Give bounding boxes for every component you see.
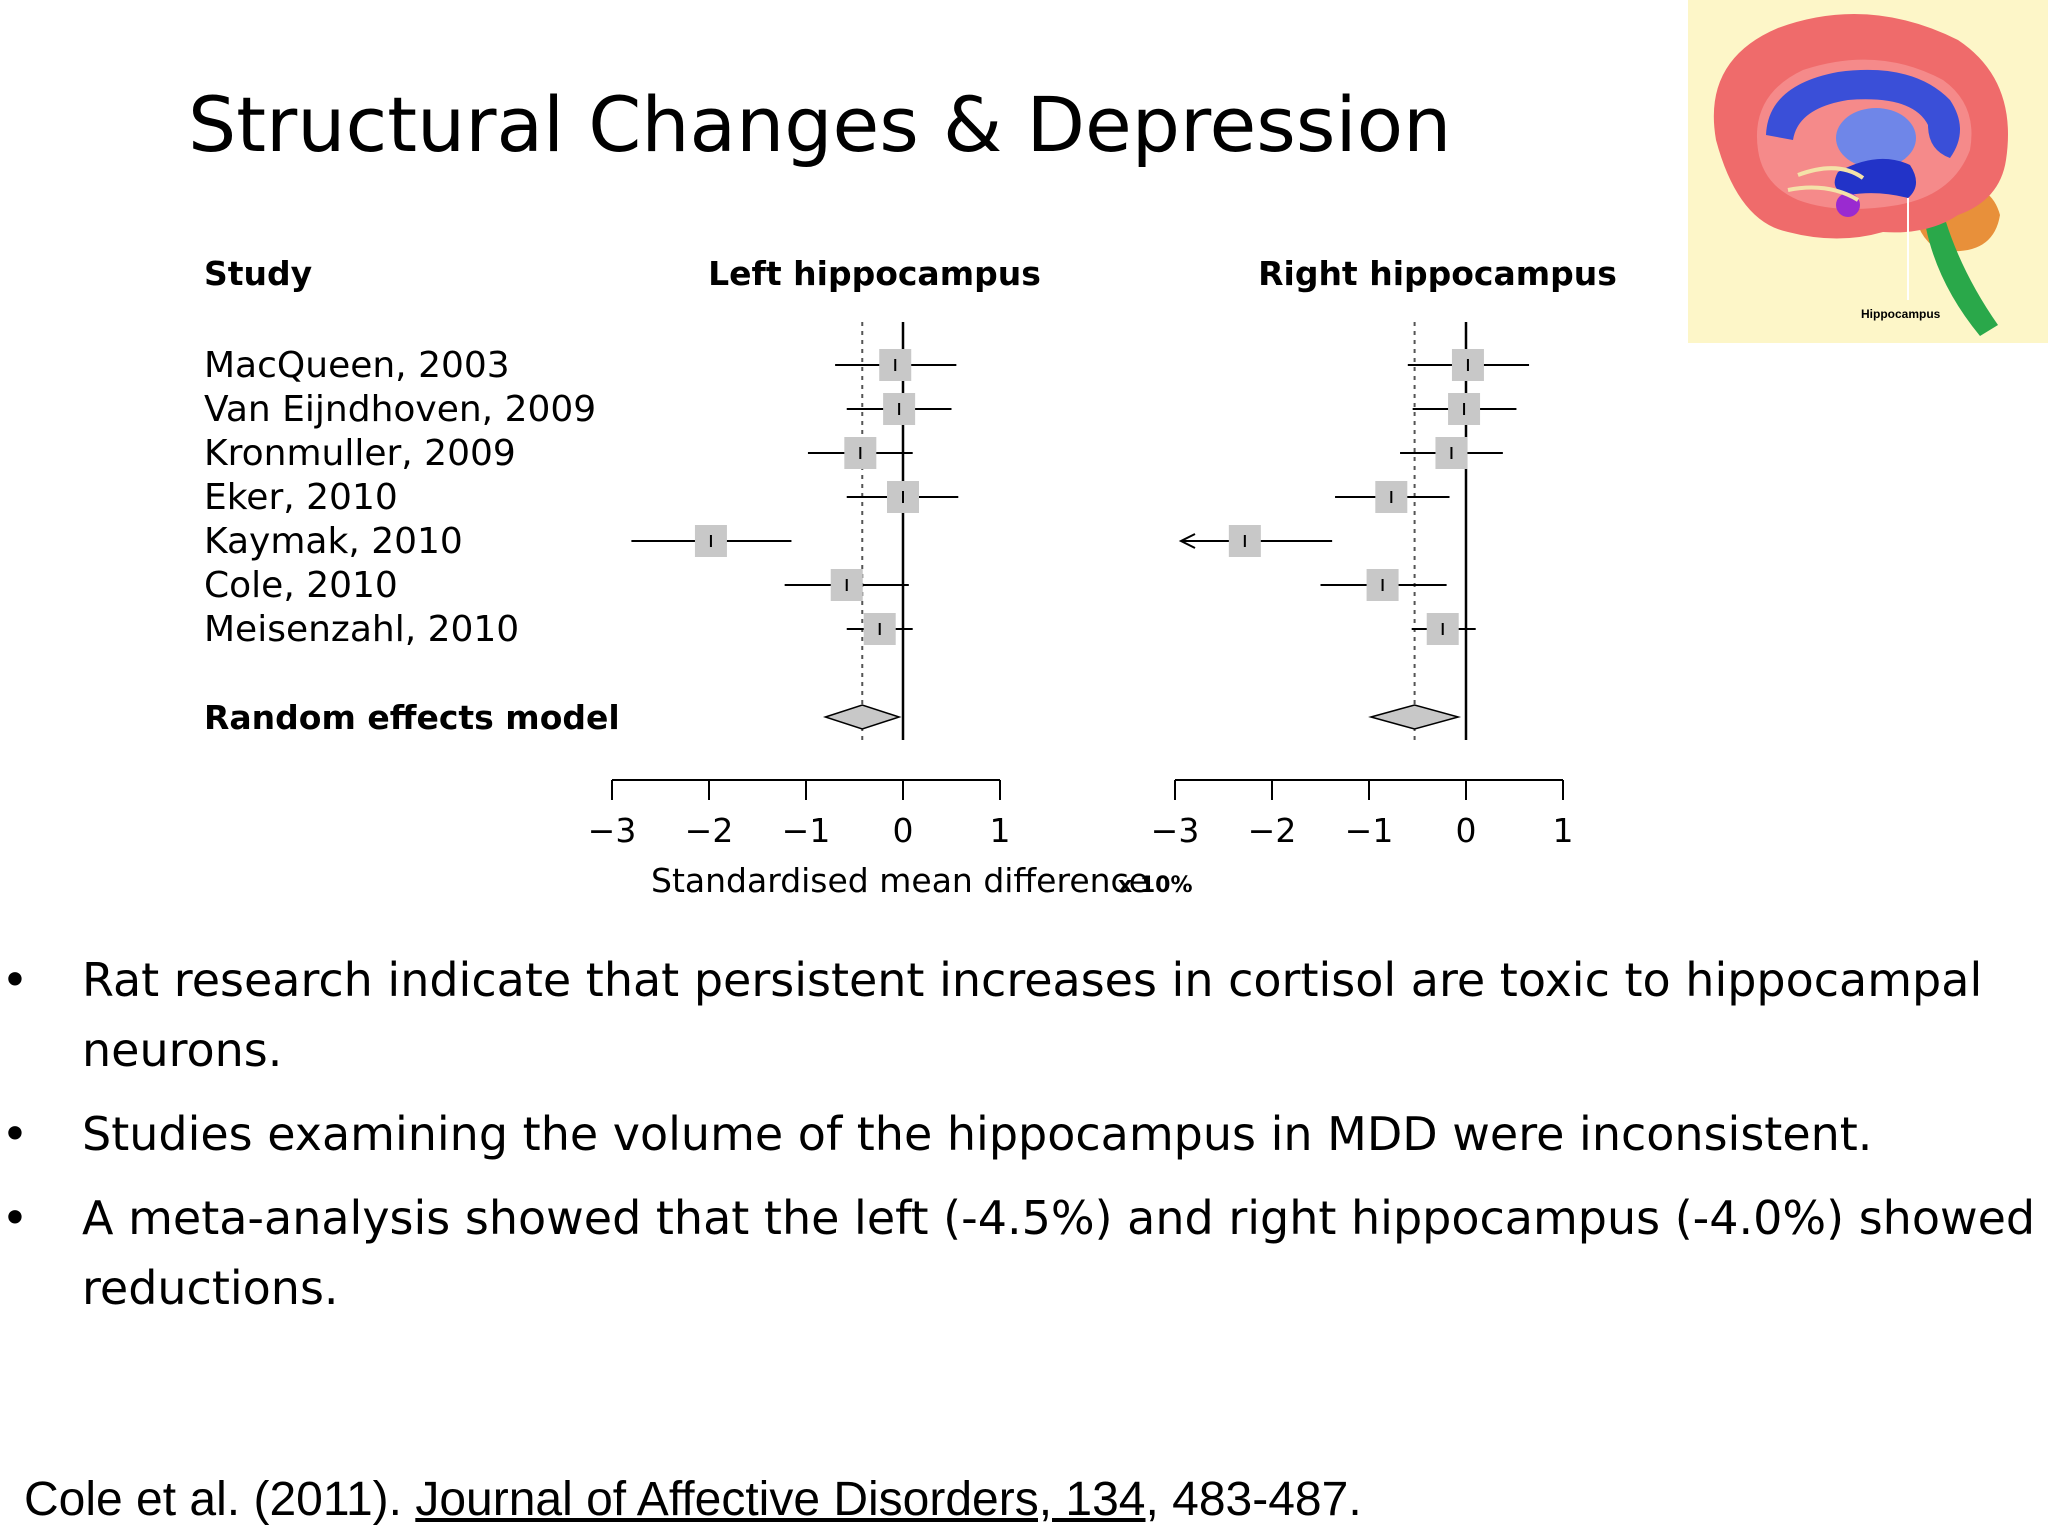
bullet-dot: •: [1, 1107, 29, 1161]
hippocampus-label: Hippocampus: [1861, 307, 1941, 321]
study-label: Kronmuller, 2009: [204, 433, 516, 474]
x-tick-label: −3: [1151, 811, 1200, 850]
x-tick-label: 1: [990, 811, 1011, 850]
truncation-arrow: [1178, 533, 1196, 549]
bullet-dot: •: [1, 953, 29, 1007]
x-tick-label: 0: [893, 811, 914, 850]
citation-authors: Cole et al. (2011).: [24, 1473, 416, 1526]
study-label: Van Eijndhoven, 2009: [204, 389, 596, 430]
x-tick-label: −1: [782, 811, 831, 850]
fornix-shape: [1787, 166, 1865, 202]
slide-title: Structural Changes & Depression: [188, 80, 1452, 169]
bullet-text: A meta-analysis showed that the left (-4…: [82, 1191, 2036, 1315]
brain-illustration: Hippocampus: [1688, 0, 2048, 343]
bullet-list: • Rat research indicate that persistent i…: [0, 945, 2048, 1337]
citation-journal-link[interactable]: Journal of Affective Disorders, 134: [415, 1473, 1146, 1526]
x-axis-label: Standardised mean difference: [651, 861, 1149, 900]
bullet-dot: •: [1, 1191, 29, 1245]
x-tick-label: 0: [1456, 811, 1477, 850]
summary-diamond: [1368, 704, 1462, 730]
x-tick-label: −1: [1345, 811, 1394, 850]
x-tick-label: −2: [685, 811, 734, 850]
ventricle-shape: [1766, 69, 1960, 158]
bullet-item: • Rat research indicate that persistent i…: [0, 945, 2042, 1085]
citation-pages: , 483-487.: [1145, 1473, 1362, 1526]
x-tick-label: 1: [1553, 811, 1574, 850]
bullet-text: Rat research indicate that persistent in…: [82, 953, 1983, 1077]
summary-label: Random effects model: [204, 698, 620, 737]
citation: Cole et al. (2011). Journal of Affective…: [24, 1472, 1362, 1527]
study-label: Meisenzahl, 2010: [204, 609, 519, 650]
x-tick-label: −3: [588, 811, 637, 850]
study-label: Cole, 2010: [204, 565, 398, 606]
thalamus-shape: [1836, 108, 1916, 168]
bullet-item: • A meta-analysis showed that the left (-…: [0, 1183, 2042, 1323]
x-axis-label-note: x 10%: [1118, 873, 1193, 898]
x-tick-label: −2: [1248, 811, 1297, 850]
summary-diamond: [822, 704, 902, 730]
brainstem-shape: [1926, 222, 1998, 336]
hippocampus-shape: [1834, 158, 1917, 198]
study-label: Eker, 2010: [204, 477, 398, 518]
study-label: Kaymak, 2010: [204, 521, 463, 562]
panel-title: Left hippocampus: [708, 254, 1041, 293]
study-column-header: Study: [204, 254, 312, 293]
bullet-item: • Studies examining the volume of the hip…: [0, 1099, 2042, 1169]
bullet-text: Studies examining the volume of the hipp…: [82, 1107, 1873, 1161]
study-label: MacQueen, 2003: [204, 345, 510, 386]
panel-title: Right hippocampus: [1258, 254, 1617, 293]
